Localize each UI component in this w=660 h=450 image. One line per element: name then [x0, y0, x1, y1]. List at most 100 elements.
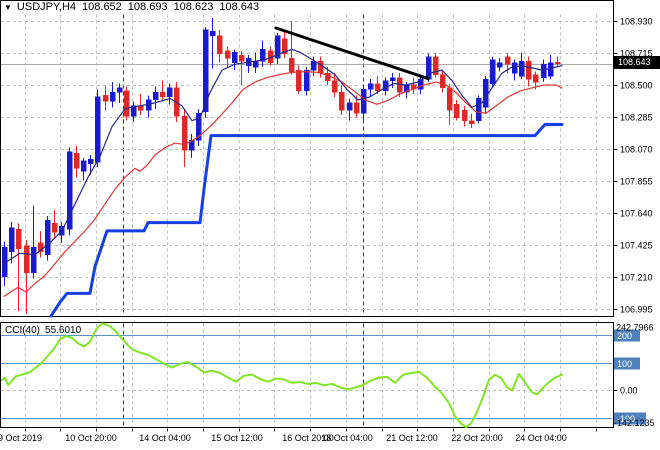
- candle: [123, 90, 130, 117]
- candle: [116, 87, 123, 93]
- candle: [8, 227, 15, 252]
- candle: [417, 78, 424, 90]
- candle: [259, 49, 266, 62]
- candle: [360, 89, 367, 114]
- candle: [80, 160, 87, 172]
- ma-fast-line: [3, 48, 563, 265]
- ohlc-low: 108.623: [173, 1, 214, 13]
- cci-zero-label: 0.00: [620, 386, 638, 396]
- candle: [518, 60, 525, 77]
- candle: [23, 245, 30, 273]
- candle: [295, 69, 302, 92]
- candle: [389, 77, 396, 81]
- candle: [353, 102, 360, 114]
- time-axis-label: 15 Oct 12:00: [211, 433, 263, 443]
- candle: [468, 120, 475, 124]
- time-axis-label: 9 Oct 2019: [0, 433, 42, 443]
- candle: [303, 69, 310, 92]
- price-axis-label: 108.070: [620, 145, 653, 155]
- candle: [37, 242, 44, 252]
- candle: [482, 78, 489, 108]
- candle: [274, 35, 281, 59]
- price-axis-label: 107.425: [620, 241, 653, 251]
- price-axis-label: 107.855: [620, 177, 653, 187]
- candle: [166, 87, 173, 98]
- cci-level-badge: [614, 357, 640, 370]
- candle: [252, 60, 259, 68]
- candle: [102, 95, 109, 102]
- candle: [15, 229, 22, 249]
- candle: [159, 92, 166, 98]
- price-axis: 108.930 108.715 108.500 108.285 108.070 107.8…: [613, 17, 653, 315]
- candle: [73, 153, 80, 169]
- candle: [489, 59, 496, 84]
- candle: [130, 105, 137, 117]
- svg-text:-100: -100: [617, 414, 635, 424]
- cci-level-badge: [614, 412, 646, 425]
- ohlc-close: 108.643: [219, 1, 260, 13]
- candle: [504, 56, 511, 65]
- candle: [338, 92, 345, 111]
- price-axis-label: 108.930: [620, 17, 653, 27]
- time-axis-label: 14 Oct 04:00: [139, 433, 191, 443]
- price-axis-label: 106.995: [620, 305, 653, 315]
- candle: [216, 35, 223, 54]
- candle: [324, 72, 331, 81]
- time-axis-label: 18 Oct 04:00: [321, 433, 373, 443]
- symbol-label: USDJPY,H4: [16, 1, 77, 13]
- candle: [188, 139, 195, 151]
- svg-text:200: 200: [617, 331, 632, 341]
- ma-slow-line: [3, 71, 563, 297]
- candle: [367, 83, 374, 90]
- price-axis-label: 108.500: [620, 81, 653, 91]
- price-axis-label: 108.285: [620, 113, 653, 123]
- candle: [231, 52, 238, 63]
- candle: [288, 57, 295, 72]
- candle: [44, 220, 51, 255]
- candle: [446, 87, 453, 111]
- candle: [439, 74, 446, 89]
- candle: [281, 38, 288, 54]
- panel-borders: [0, 0, 614, 428]
- candle: [525, 60, 532, 80]
- candle: [109, 92, 116, 102]
- ohlc-high: 108.693: [127, 1, 168, 13]
- candle: [181, 116, 188, 151]
- candle: [224, 50, 231, 59]
- candle: [461, 110, 468, 121]
- candle: [30, 246, 37, 273]
- vertical-gridlines: [25, 14, 597, 427]
- time-axis-label: 21 Oct 12:00: [386, 433, 438, 443]
- candle: [310, 60, 317, 71]
- current-price-tag: 108.643: [613, 56, 660, 69]
- time-axis-label: 16 Oct 20:00: [282, 433, 334, 443]
- candle: [87, 159, 94, 165]
- time-axis: 9 Oct 2019 10 Oct 20:00 14 Oct 04:00 15 Oct…: [0, 433, 567, 443]
- cci-axis: 200 100 -100 0.00 242.7966 -142.1235: [613, 323, 655, 428]
- candle: [66, 151, 73, 230]
- cci-line: [1, 322, 563, 428]
- candle: [547, 62, 554, 77]
- cci-max-label: 242.7966: [616, 323, 654, 333]
- candle: [51, 223, 58, 233]
- cci-level-badge: [614, 329, 640, 342]
- price-axis-label: 108.715: [620, 49, 653, 59]
- ohlc-open: 108.652: [82, 1, 122, 13]
- cci-levels: [1, 335, 612, 419]
- candle: [195, 113, 202, 141]
- candle: [238, 54, 245, 62]
- cci-current-value: 55.6010: [45, 325, 82, 336]
- candle: [94, 96, 101, 163]
- candle: [432, 56, 439, 75]
- symbol-dropdown-icon[interactable]: ▼: [4, 3, 12, 12]
- chart-header: ▼ USDJPY,H4 108.652 108.693 108.623 108.643: [4, 1, 265, 13]
- price-axis-label: 107.640: [620, 209, 653, 219]
- svg-text:100: 100: [617, 359, 632, 369]
- time-axis-label: 10 Oct 20:00: [65, 433, 117, 443]
- candle: [209, 31, 216, 37]
- cci-name: CCI(40): [5, 325, 41, 336]
- step-indicator-line: [49, 122, 564, 318]
- candle: [540, 63, 547, 78]
